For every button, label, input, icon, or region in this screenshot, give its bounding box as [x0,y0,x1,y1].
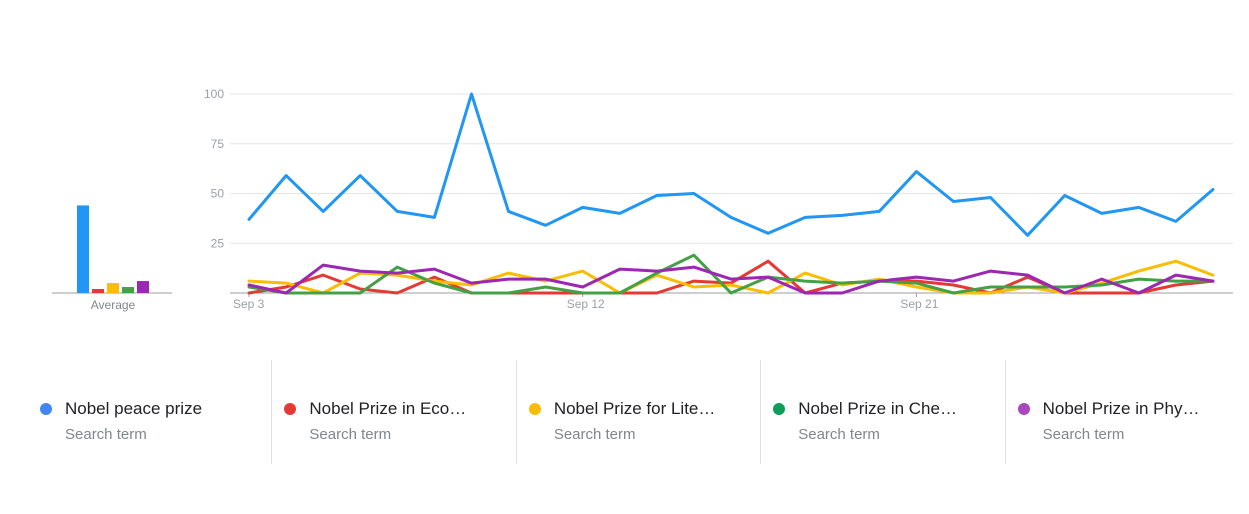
legend-subtitle-3: Search term [798,426,880,443]
trends-chart: Average 100 75 50 25 Sep 3 Sep 12 Sep 21 [52,87,1233,312]
legend-name-2: Nobel Prize for Lite… [553,399,716,418]
average-bar-3 [122,287,134,293]
legend-dot-3 [773,403,786,415]
legend-item-3[interactable]: Nobel Prize in Che… Search term [761,360,1006,464]
average-bar-1 [92,289,104,293]
y-tick-label-50: 50 [211,187,225,201]
average-bar-0 [77,205,89,293]
legend-dot-0 [40,403,52,415]
legend-dot-1 [284,403,297,415]
legend-dot-2 [528,403,541,415]
axis-ticks: 100 75 50 25 Sep 3 Sep 12 Sep 21 [204,87,939,311]
legend-item-1[interactable]: Nobel Prize in Eco… Search term [272,360,517,464]
series-line-0 [247,92,1215,237]
y-tick-label-75: 75 [211,137,225,151]
legend-dot-4 [1017,403,1030,415]
legend-subtitle-2: Search term [553,426,636,443]
legend-subtitle-0: Search term [65,426,147,443]
average-bars: Average [52,205,172,312]
y-tick-label-100: 100 [204,87,224,101]
x-tick-label-0: Sep 3 [233,297,265,311]
legend-subtitle-1: Search term [309,426,392,443]
legend-name-1: Nobel Prize in Eco… [309,399,467,418]
series-lines [247,92,1215,295]
average-bar-4 [137,281,149,293]
x-tick-label-1: Sep 12 [567,297,605,311]
legend-name-3: Nobel Prize in Che… [798,399,957,418]
y-tick-label-25: 25 [211,236,225,250]
legend-subtitle-4: Search term [1042,426,1125,443]
legend-item-2[interactable]: Nobel Prize for Lite… Search term [517,360,762,464]
x-tick-label-2: Sep 21 [900,297,938,311]
average-bar-2 [107,283,119,293]
legend-name-4: Nobel Prize in Phy… [1042,399,1200,418]
legend-item-0[interactable]: Nobel peace prize Search term [28,360,273,464]
series-line-4 [247,263,1215,295]
series-line-2 [247,259,1215,295]
legend-name-0: Nobel peace prize [65,399,203,418]
average-label: Average [91,298,136,312]
legend: Nobel peace prize Search term Nobel Priz… [28,360,1249,464]
legend-item-4[interactable]: Nobel Prize in Phy… Search term [1006,360,1249,464]
